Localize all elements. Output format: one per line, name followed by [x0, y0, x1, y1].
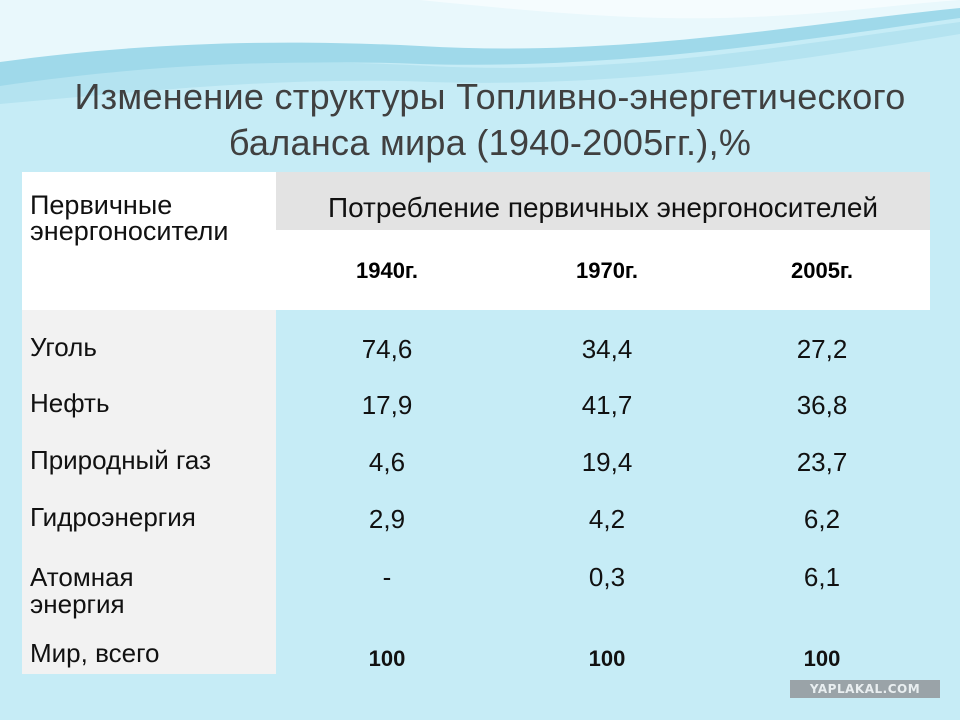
cell-nuclear-1940: - [382, 562, 392, 592]
cell-gas-2005: 23,7 [796, 447, 848, 477]
cell-total-1940: 100 [368, 646, 406, 671]
row-label-nuclear-line-1: Атомная [30, 562, 134, 592]
row-header-cell: Первичные энергоносители [22, 172, 276, 310]
slide-title: Изменение структуры Топливно-энергетичес… [0, 74, 960, 166]
energy-balance-table: Первичные энергоносители Потребление пер… [22, 172, 930, 674]
cell-gas-1940: 4,6 [368, 447, 406, 477]
cell-coal-1970: 34,4 [581, 334, 633, 364]
cell-oil-2005: 36,8 [796, 390, 848, 420]
row-label-nuclear-line-2: энергия [30, 589, 125, 619]
title-line-1: Изменение структуры Топливно-энергетичес… [74, 76, 906, 117]
row-label-hydro: Гидроэнергия [30, 502, 196, 532]
row-label-natural-gas: Природный газ [30, 445, 211, 475]
watermark-logo: YAPLAKAL.COM [790, 680, 940, 698]
cell-gas-1970: 19,4 [581, 447, 633, 477]
row-header-line-2: энергоносители [30, 216, 229, 246]
row-label-coal: Уголь [30, 332, 97, 362]
cell-coal-2005: 27,2 [796, 334, 848, 364]
years-header-row [276, 230, 930, 310]
cell-nuclear-2005: 6,1 [803, 562, 841, 592]
row-label-nuclear: Атомная энергия [30, 564, 134, 618]
group-header-cell: Потребление первичных энергоносителей [276, 172, 930, 230]
cell-hydro-2005: 6,2 [803, 504, 841, 534]
cell-coal-1940: 74,6 [361, 334, 413, 364]
row-label-oil: Нефть [30, 388, 110, 418]
cell-total-2005: 100 [803, 646, 841, 671]
cell-hydro-1970: 4,2 [588, 504, 626, 534]
cell-oil-1940: 17,9 [361, 390, 413, 420]
row-label-world-total: Мир, всего [30, 638, 160, 668]
decorative-waves [0, 0, 960, 104]
year-header-1940: 1940г. [355, 258, 418, 283]
label-column-background [22, 310, 276, 674]
year-header-2005: 2005г. [790, 258, 853, 283]
row-header-line-1: Первичные [30, 190, 173, 220]
cell-oil-1970: 41,7 [581, 390, 633, 420]
cell-hydro-1940: 2,9 [368, 504, 406, 534]
title-line-2: баланса мира (1940-2005гг.),% [228, 122, 752, 163]
year-header-1970: 1970г. [575, 258, 638, 283]
cell-total-1970: 100 [588, 646, 626, 671]
cell-nuclear-1970: 0,3 [588, 562, 626, 592]
